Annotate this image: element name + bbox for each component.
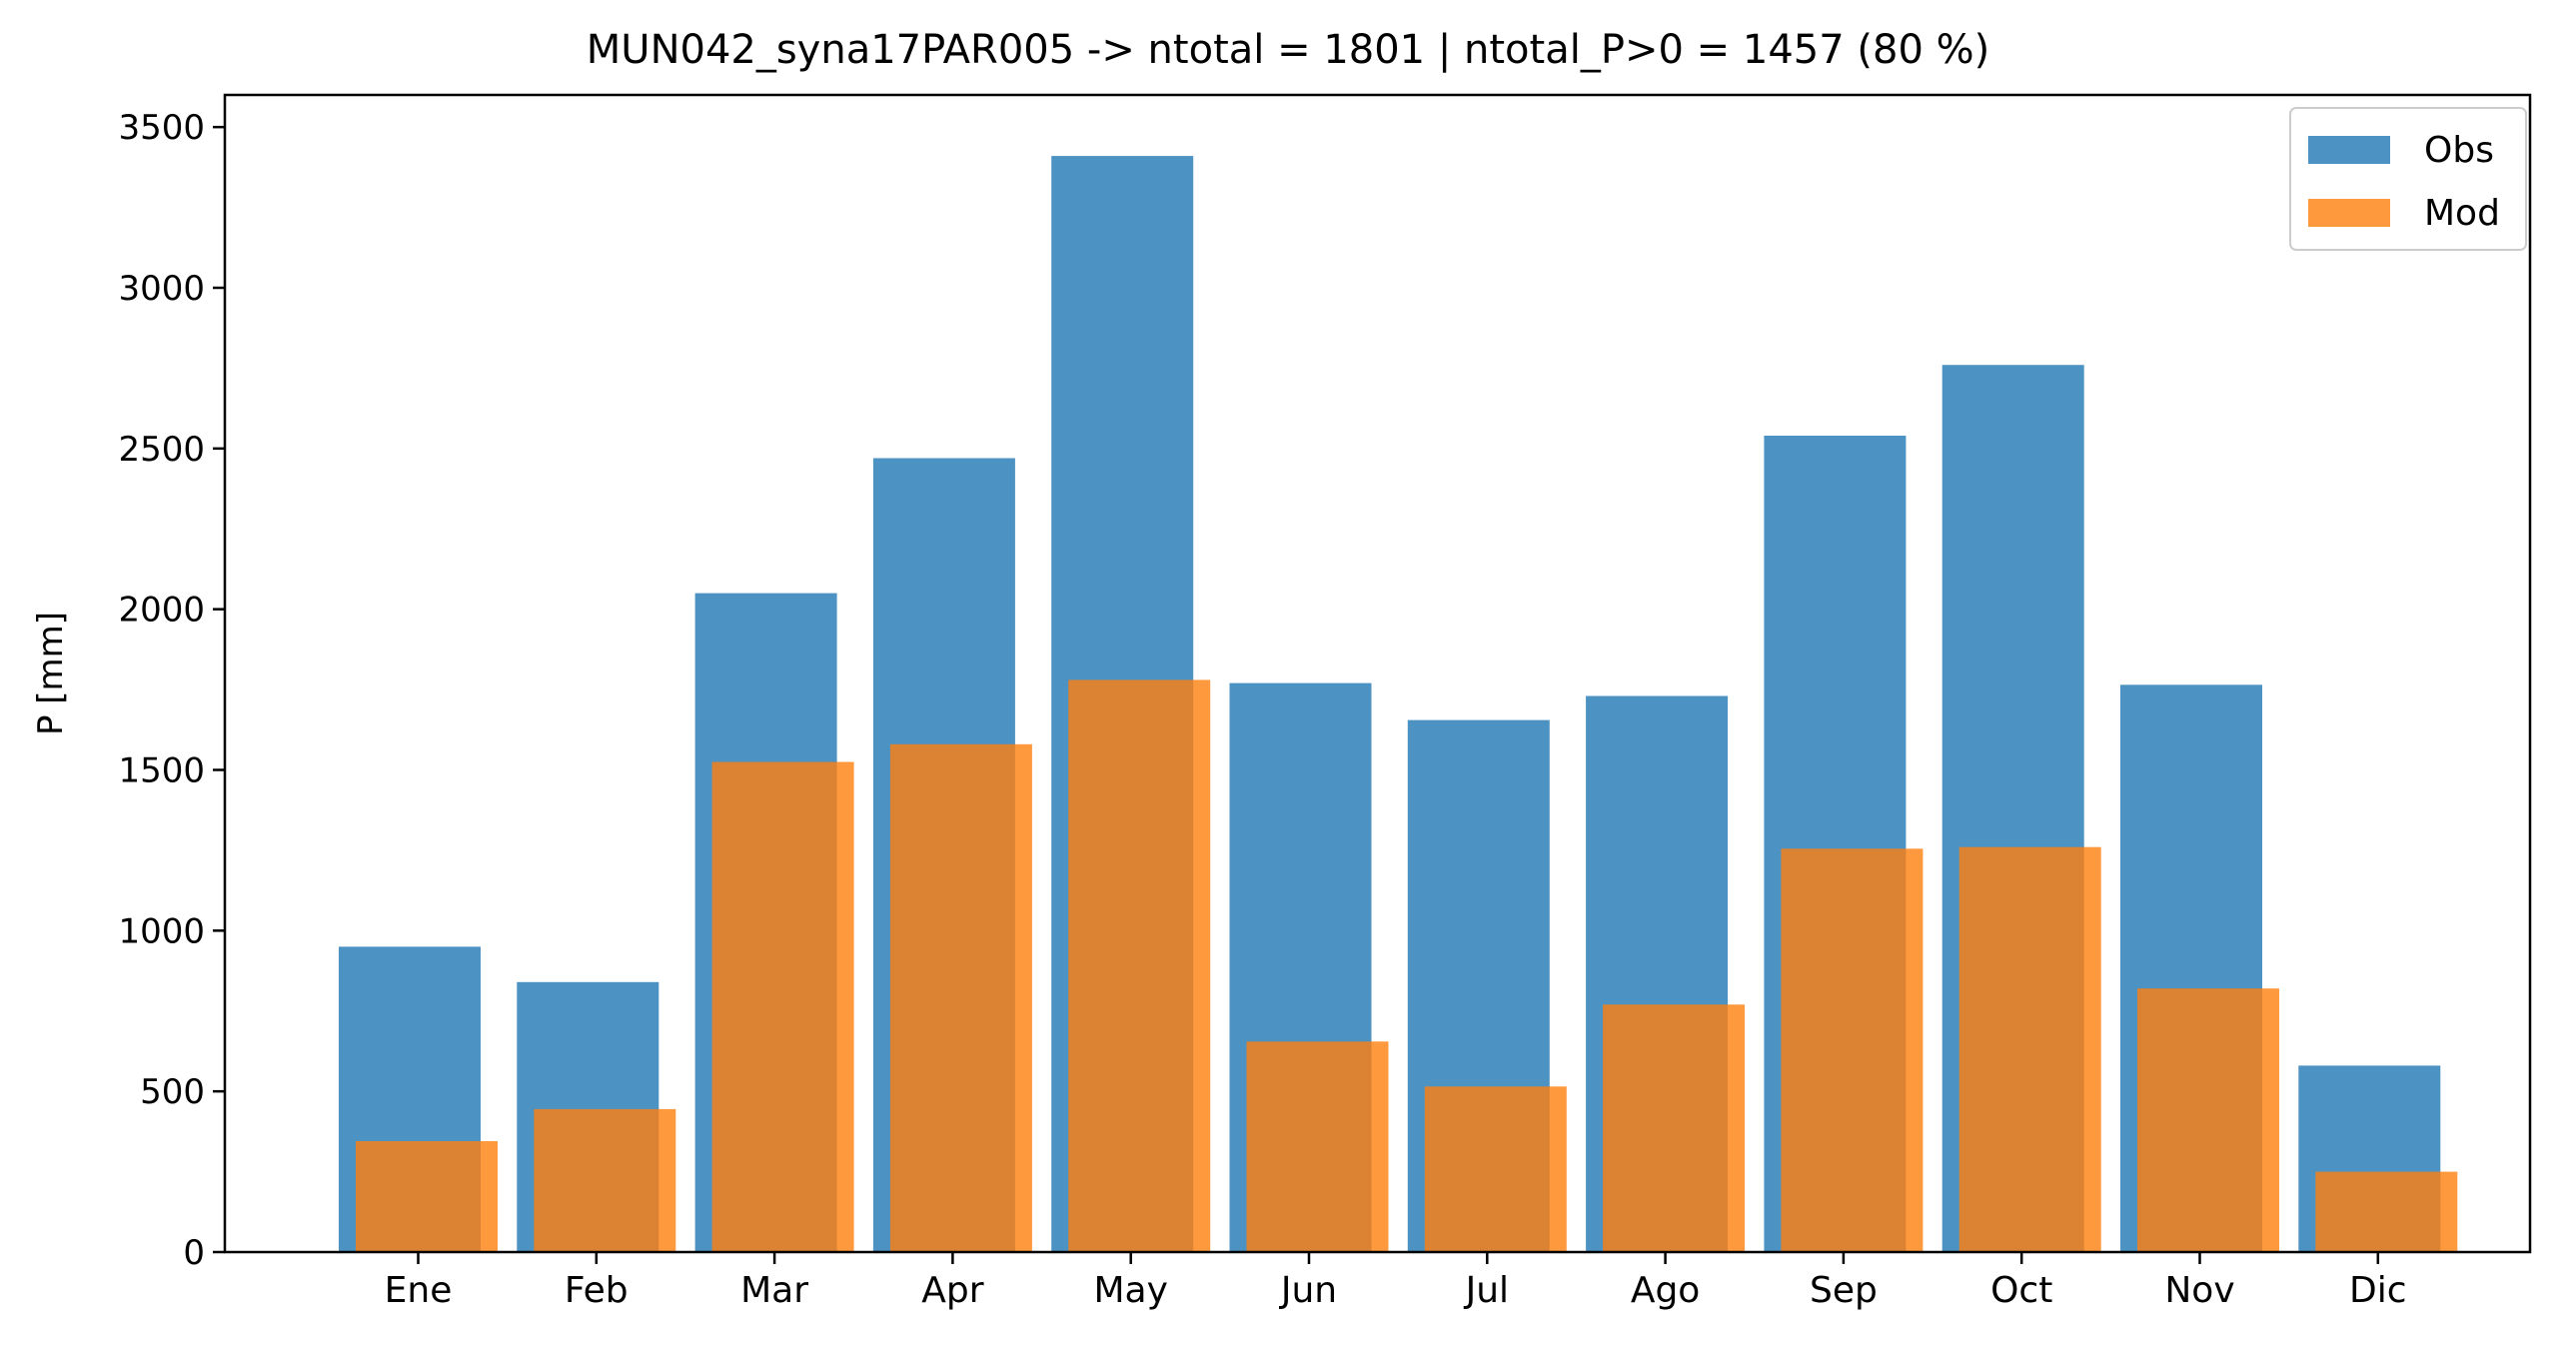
legend: Obs Mod (2289, 107, 2527, 251)
legend-swatch-obs (2308, 136, 2390, 164)
y-tick-label: 3500 (118, 108, 205, 148)
y-tick-label: 2000 (118, 591, 205, 631)
y-tick-label: 0 (183, 1233, 205, 1273)
bar-mod-feb (534, 1108, 676, 1252)
x-tick-label-jun: Jun (1279, 1270, 1337, 1311)
bar-mod-apr (889, 743, 1032, 1252)
x-tick-label-may: May (1093, 1270, 1167, 1311)
legend-swatch-mod (2308, 199, 2390, 227)
legend-label-mod: Mod (2424, 193, 2500, 234)
bar-mod-sep (1781, 848, 1924, 1252)
x-axis-ticks: Ene Feb Mar Apr May Jun Jul Ago Sep Oct Nov Dic (385, 1252, 2407, 1311)
y-axis-ticks: 0 500 1000 1500 2000 2500 3000 3500 (118, 108, 225, 1273)
y-tick-label: 3000 (118, 269, 205, 309)
y-tick-label: 1500 (118, 751, 205, 791)
plot-frame (223, 93, 2532, 1254)
bar-mod-mar (711, 761, 854, 1252)
x-tick-label-apr: Apr (921, 1270, 983, 1311)
x-tick-label-nov: Nov (2164, 1270, 2234, 1311)
x-tick-label-ago: Ago (1631, 1270, 1701, 1311)
x-tick-label-dic: Dic (2349, 1270, 2407, 1311)
bar-mod-may (1068, 679, 1211, 1252)
x-tick-label-sep: Sep (1810, 1270, 1878, 1311)
x-tick-label-feb: Feb (565, 1270, 629, 1311)
bar-mod-dic (2315, 1171, 2458, 1252)
x-tick-label-oct: Oct (1990, 1270, 2052, 1311)
bar-mod-oct (1958, 846, 2101, 1252)
chart-title: MUN042_syna17PAR005 -> ntotal = 1801 | n… (587, 27, 1989, 73)
x-tick-label-ene: Ene (385, 1270, 453, 1311)
y-tick-label: 2500 (118, 430, 205, 470)
bars-group (339, 156, 2458, 1253)
bar-mod-jun (1246, 1041, 1389, 1252)
legend-label-obs: Obs (2424, 130, 2494, 171)
bar-mod-nov (2137, 988, 2279, 1252)
bar-mod-ago (1603, 1004, 1746, 1252)
bar-mod-ene (356, 1141, 498, 1252)
y-tick-label: 500 (140, 1072, 205, 1112)
y-tick-label: 1000 (118, 911, 205, 951)
x-tick-label-mar: Mar (740, 1270, 808, 1311)
x-tick-label-jul: Jul (1464, 1270, 1509, 1311)
bar-mod-jul (1424, 1086, 1567, 1252)
y-axis-label: P [mm] (31, 612, 71, 735)
